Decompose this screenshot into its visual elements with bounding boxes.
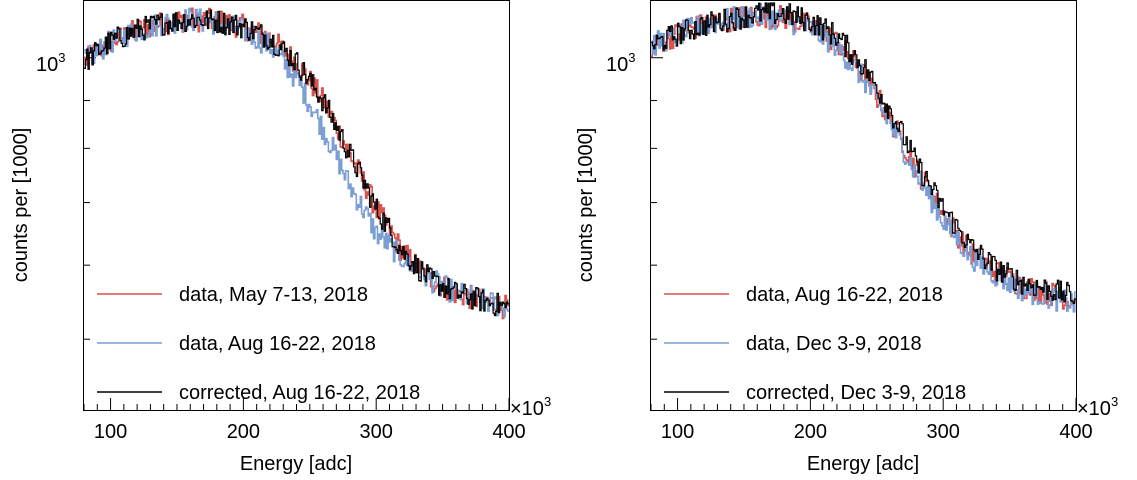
y-tick-label-1000: 103 (36, 50, 65, 76)
series-layer (651, 2, 1076, 313)
series-line (84, 7, 509, 320)
y-tick-power: 3 (628, 50, 635, 65)
y-tick-power: 3 (58, 50, 65, 65)
series-line (651, 3, 1076, 313)
y-axis-title: counts per [1000] (10, 128, 32, 283)
x-exponent-label: ×103 (510, 394, 551, 420)
legend-label: data, May 7-13, 2018 (179, 284, 368, 306)
chart-panel-1: 100 200 300 400 103 ×103 Energy [adc] count… (10, 0, 551, 475)
plot-frame (650, 0, 1077, 411)
x-tick-labels: 100 200 300 400 (94, 421, 526, 443)
y-tick-base: 10 (36, 54, 58, 76)
x-tick-label: 100 (661, 421, 694, 443)
x-tick-label: 400 (1059, 421, 1092, 443)
x-tick-label: 100 (94, 421, 127, 443)
x-tick-label: 300 (927, 421, 960, 443)
y-tick-label-1000: 103 (606, 50, 635, 76)
series-line (84, 9, 509, 317)
legend-label: data, Aug 16-22, 2018 (179, 333, 376, 355)
legend-label: corrected, Aug 16-22, 2018 (179, 382, 420, 404)
tick-marks (650, 57, 1077, 410)
x-tick-label: 200 (794, 421, 827, 443)
legend-label: corrected, Dec 3-9, 2018 (746, 382, 966, 404)
x-tick-labels: 100 200 300 400 (661, 421, 1093, 443)
x-axis-title: Energy [adc] (240, 453, 352, 475)
x-tick-label: 300 (360, 421, 393, 443)
legend: data, May 7-13, 2018 data, Aug 16-22, 201… (97, 284, 420, 404)
series-line (651, 2, 1076, 304)
x-axis-title: Energy [adc] (807, 453, 919, 475)
x-exponent-label: ×103 (1077, 394, 1118, 420)
legend: data, Aug 16-22, 2018 data, Dec 3-9, 2018… (664, 284, 966, 404)
series-line (651, 5, 1076, 310)
x-tick-label: 400 (492, 421, 525, 443)
legend-label: data, Aug 16-22, 2018 (746, 284, 943, 306)
x-tick-label: 200 (227, 421, 260, 443)
chart-panel-2: 100 200 300 400 103 ×103 Energy [adc] count… (575, 0, 1118, 475)
tick-marks (83, 57, 510, 410)
legend-label: data, Dec 3-9, 2018 (746, 333, 922, 355)
series-layer (84, 7, 509, 320)
series-line (84, 7, 509, 318)
y-axis-title: counts per [1000] (575, 128, 597, 283)
plot-frame (83, 0, 510, 411)
y-tick-base: 10 (606, 54, 628, 76)
